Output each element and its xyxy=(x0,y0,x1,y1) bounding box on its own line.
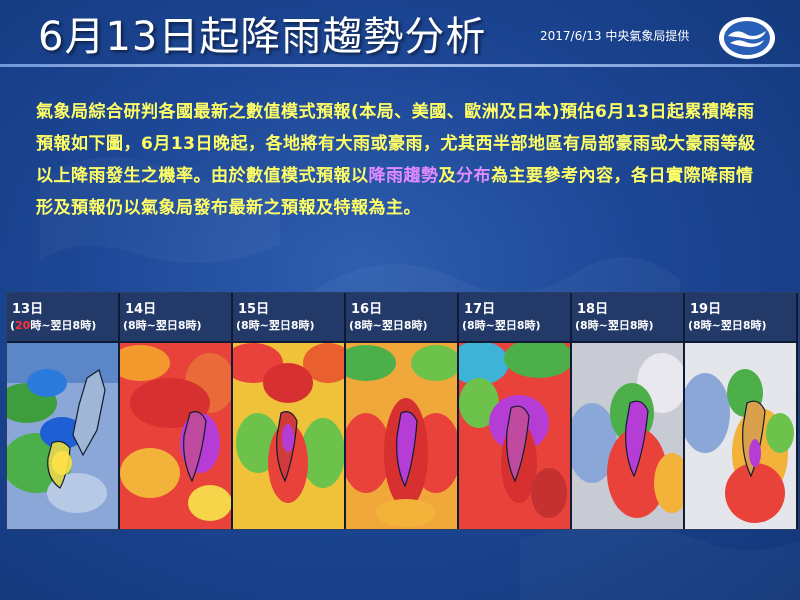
panel-header: 13日 (20時~翌日8時) xyxy=(7,293,118,341)
panel-day-label: 19日 xyxy=(690,302,722,317)
panel-day-label: 13日 xyxy=(12,302,44,317)
panel-day-label: 18日 xyxy=(577,302,609,317)
rainfall-map xyxy=(7,343,118,529)
panel-time-range: (8時~翌日8時) xyxy=(349,319,428,332)
rainfall-map xyxy=(233,343,344,529)
panel-time-range: (8時~翌日8時) xyxy=(688,319,767,332)
panel-header: 17日 (8時~翌日8時) xyxy=(459,293,570,341)
rainfall-panels: 13日 (20時~翌日8時) 14日 (8時~翌日8時) xyxy=(6,292,799,530)
source-credit: 2017/6/13 中央氣象局提供 xyxy=(540,29,690,43)
panel-day-label: 17日 xyxy=(464,302,496,317)
paragraph-text-2: 及 xyxy=(438,166,456,186)
paragraph-text-1: 氣象局綜合研判各國最新之數值模式預報(本局、美國、歐洲及日本)預估6月13日起累… xyxy=(36,102,756,186)
panel-time-range: (8時~翌日8時) xyxy=(575,319,654,332)
rainfall-map xyxy=(572,343,683,529)
description-paragraph: 氣象局綜合研判各國最新之數值模式預報(本局、美國、歐洲及日本)預估6月13日起累… xyxy=(36,96,768,224)
paragraph-text-3: 為主要參考內容，各日實際降雨情形及預報仍以氣象局發布最新之預報及特報為主。 xyxy=(36,166,754,218)
rainfall-map xyxy=(685,343,796,529)
rainfall-map xyxy=(120,343,231,529)
rainfall-map xyxy=(346,343,457,529)
cwb-logo-icon xyxy=(719,17,775,59)
panel-day-label: 16日 xyxy=(351,302,383,317)
panel-day-17: 17日 (8時~翌日8時) xyxy=(459,293,570,529)
panel-day-16: 16日 (8時~翌日8時) xyxy=(346,293,457,529)
paragraph-highlight-trend: 降雨趨勢 xyxy=(368,166,439,186)
panel-header: 18日 (8時~翌日8時) xyxy=(572,293,683,341)
page-title: 6月13日起降雨趨勢分析 xyxy=(38,14,487,60)
panel-day-13: 13日 (20時~翌日8時) xyxy=(7,293,118,529)
panel-time-range: (8時~翌日8時) xyxy=(462,319,541,332)
panel-time-range: (8時~翌日8時) xyxy=(236,319,315,332)
panel-day-15: 15日 (8時~翌日8時) xyxy=(233,293,344,529)
panel-day-label: 15日 xyxy=(238,302,270,317)
panel-day-label: 14日 xyxy=(125,302,157,317)
panel-header: 16日 (8時~翌日8時) xyxy=(346,293,457,341)
paragraph-highlight-distribution: 分布 xyxy=(456,166,491,186)
panel-time-range: (8時~翌日8時) xyxy=(123,319,202,332)
panel-day-19: 19日 (8時~翌日8時) xyxy=(685,293,796,529)
panel-header: 15日 (8時~翌日8時) xyxy=(233,293,344,341)
panel-day-18: 18日 (8時~翌日8時) xyxy=(572,293,683,529)
panel-day-14: 14日 (8時~翌日8時) xyxy=(120,293,231,529)
title-divider xyxy=(0,64,800,67)
panel-header: 14日 (8時~翌日8時) xyxy=(120,293,231,341)
panel-header: 19日 (8時~翌日8時) xyxy=(685,293,796,341)
panel-time-range: (20時~翌日8時) xyxy=(10,319,97,332)
rainfall-map xyxy=(459,343,570,529)
